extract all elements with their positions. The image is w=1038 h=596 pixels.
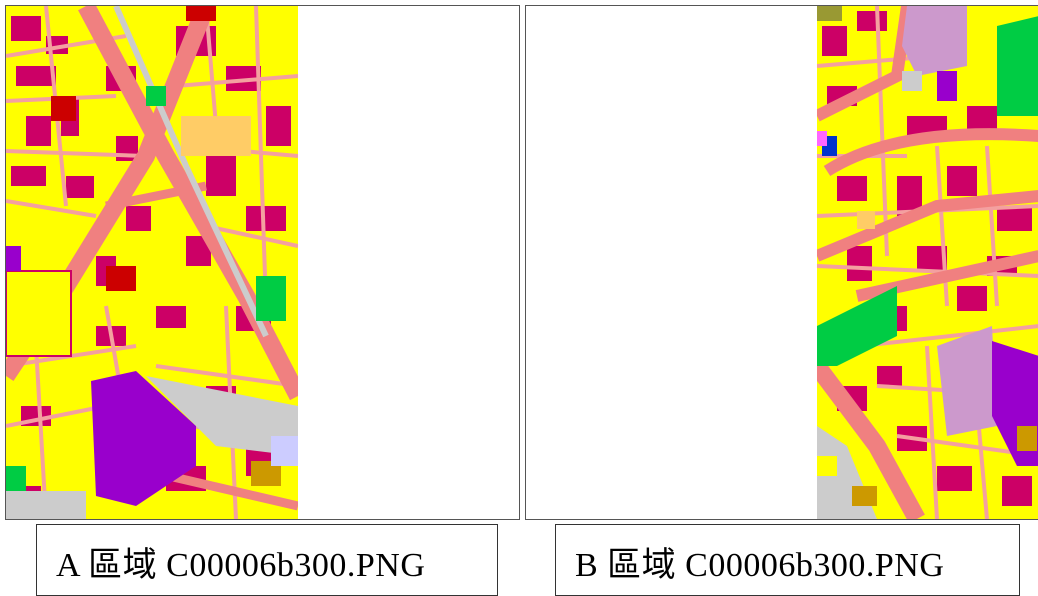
map-panel-b [525, 5, 1038, 520]
land-use-map-b [817, 6, 1038, 519]
land-use-map-a [6, 6, 298, 519]
caption-b: B 區域 C00006b300.PNG [555, 524, 1020, 596]
map-panel-a [5, 5, 520, 520]
caption-b-text: B 區域 C00006b300.PNG [575, 547, 945, 584]
caption-a: A 區域 C00006b300.PNG [36, 524, 498, 596]
caption-a-text: A 區域 C00006b300.PNG [56, 547, 426, 584]
